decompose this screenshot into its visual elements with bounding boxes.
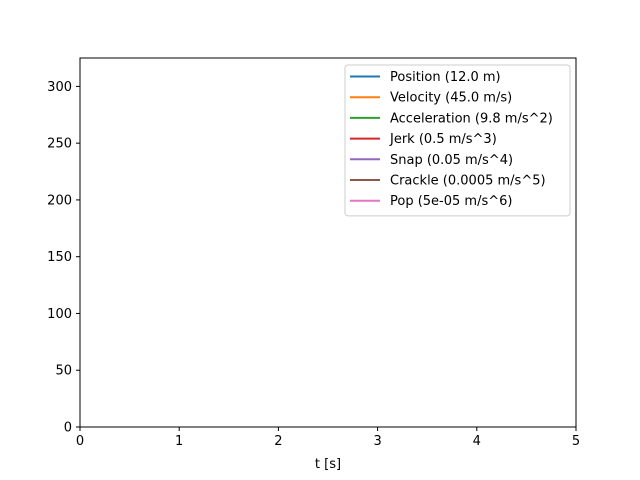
y-tick-label: 100: [47, 307, 72, 322]
x-tick-label: 4: [473, 434, 481, 449]
legend-box: [344, 64, 571, 217]
y-axis-ticks: 0 50 100 150 200 250 300: [47, 80, 80, 436]
legend: Position (12.0 m) Velocity (45.0 m/s) Acce…: [344, 64, 571, 217]
y-tick-label: 150: [47, 250, 72, 265]
y-tick-label: 250: [47, 137, 72, 152]
x-tick-label: 5: [572, 434, 580, 449]
x-tick-label: 2: [274, 434, 282, 449]
legend-entry: Jerk (0.5 m/s^3): [389, 132, 497, 147]
x-tick-label: 1: [175, 434, 183, 449]
axes-frame: [79, 57, 577, 428]
y-tick-label: 200: [47, 193, 72, 208]
legend-entry: Crackle (0.0005 m/s^5): [390, 174, 546, 189]
legend-entry: Acceleration (9.8 m/s^2): [390, 111, 553, 126]
x-tick-label: 0: [76, 434, 84, 449]
y-tick-label: 50: [55, 364, 72, 379]
x-axis-ticks: 0 1 2 3 4 5: [76, 427, 580, 449]
y-tick-label: 300: [47, 80, 72, 95]
legend-entry: Velocity (45.0 m/s): [390, 91, 512, 106]
legend-entry: Pop (5e-05 m/s^6): [390, 194, 512, 209]
y-tick-label: 0: [64, 421, 72, 436]
legend-entry: Snap (0.05 m/s^4): [390, 153, 513, 168]
legend-entry: Position (12.0 m): [390, 70, 501, 85]
x-axis-label: t [s]: [315, 457, 341, 472]
x-tick-label: 3: [373, 434, 381, 449]
